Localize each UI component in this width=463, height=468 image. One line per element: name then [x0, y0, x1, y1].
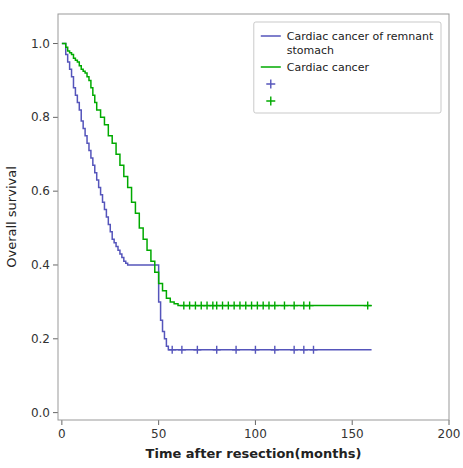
censor-marker — [290, 346, 298, 354]
y-tick-label: 0.6 — [31, 184, 50, 198]
y-tick-label: 1.0 — [31, 37, 50, 51]
y-axis-label: Overall survival — [4, 166, 19, 268]
legend-label-line: Cardiac cancer of remnant — [287, 30, 434, 43]
censor-marker — [251, 346, 259, 354]
legend-rows: Cardiac cancer of remnantstomachCardiac … — [261, 30, 434, 106]
legend-marker — [266, 97, 275, 106]
y-tick — [53, 191, 58, 192]
x-axis-label: Time after resection(months) — [146, 446, 362, 461]
y-tick-label: 0.8 — [31, 110, 50, 124]
legend: Cardiac cancer of remnantstomachCardiac … — [254, 22, 441, 113]
x-tick-label: 0 — [58, 427, 66, 441]
legend-line — [261, 35, 281, 37]
censor-marker — [310, 346, 318, 354]
censor-marker — [271, 346, 279, 354]
censor-marker — [364, 302, 372, 310]
censor-marker — [193, 346, 201, 354]
y-tick — [53, 338, 58, 339]
legend-label: Cardiac cancer of remnantstomach — [287, 30, 434, 57]
censor-marker — [306, 302, 314, 310]
y-tick — [53, 117, 58, 118]
legend-line — [261, 66, 281, 68]
censor-marker — [290, 302, 298, 310]
x-tick-label: 150 — [341, 427, 364, 441]
legend-label-line: Cardiac cancer — [287, 61, 370, 74]
chart: 0 50 100 150 200 0.0 0.2 0.4 0.6 0.8 1.0 Time after… — [0, 0, 463, 468]
censor-marker — [300, 346, 308, 354]
censor-marker — [271, 302, 279, 310]
y-tick-label: 0.4 — [31, 258, 50, 272]
x-tick — [158, 420, 159, 425]
censor-marker — [168, 346, 176, 354]
x-tick — [255, 420, 256, 425]
censor-marker — [280, 302, 288, 310]
y-tick-label: 0.0 — [31, 406, 50, 420]
x-tick-label: 100 — [244, 427, 267, 441]
censor-marker — [178, 346, 186, 354]
x-tick — [61, 420, 62, 425]
plot-area — [58, 14, 449, 420]
legend-frame — [254, 22, 441, 113]
y-tick — [53, 264, 58, 265]
x-tick-label: 200 — [438, 427, 461, 441]
censor-marker — [213, 346, 221, 354]
x-tick — [352, 420, 353, 425]
censor-marker — [232, 346, 240, 354]
legend-marker — [266, 80, 275, 89]
legend-label: Cardiac cancer — [287, 61, 370, 74]
y-tick-label: 0.2 — [31, 332, 50, 346]
x-tick — [449, 420, 450, 425]
x-tick-label: 50 — [151, 427, 166, 441]
plot-frame — [58, 14, 449, 420]
y-tick — [53, 412, 58, 413]
legend-label-line: stomach — [287, 44, 334, 57]
y-tick — [53, 43, 58, 44]
